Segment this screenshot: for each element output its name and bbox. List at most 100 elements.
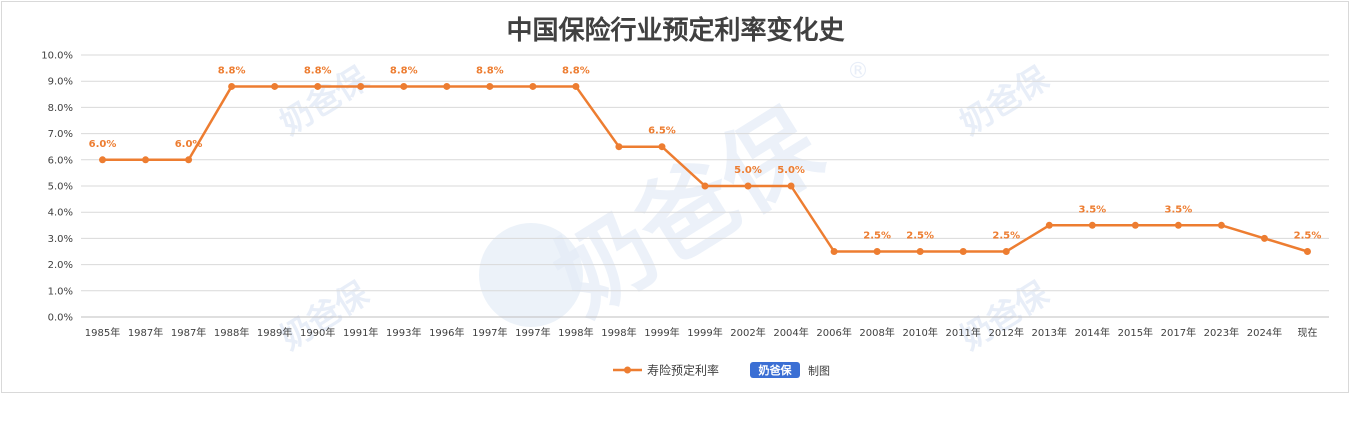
x-tick-label: 2023年 [1204, 326, 1239, 339]
data-point [1045, 221, 1053, 229]
data-point [142, 156, 150, 164]
data-label: 2.5% [992, 231, 1020, 242]
data-point [314, 82, 322, 90]
y-tick-label: 3.0% [48, 234, 73, 245]
data-point [1131, 221, 1139, 229]
legend-brand-badge [750, 362, 800, 378]
data-label: 8.8% [304, 65, 332, 76]
data-point [1088, 221, 1096, 229]
data-point [873, 248, 881, 255]
data-point [787, 182, 795, 190]
data-point [529, 82, 537, 90]
data-label: 8.8% [218, 65, 246, 76]
y-tick-label: 6.0% [48, 155, 73, 166]
data-label: 5.0% [734, 165, 762, 176]
chart-title: 中国保险行业预定利率变化史 [506, 16, 845, 46]
data-point [99, 156, 107, 164]
watermark-brand-small: 奶爸保 [953, 59, 1055, 143]
x-tick-label: 1993年 [386, 326, 421, 339]
x-tick-label: 1997年 [472, 326, 507, 339]
watermark-logo-circle [479, 223, 583, 327]
data-point [615, 143, 623, 151]
data-label: 6.0% [175, 139, 203, 150]
x-tick-label: 2012年 [989, 326, 1024, 339]
y-tick-label: 0.0% [48, 313, 73, 324]
gridlines [81, 54, 1329, 318]
x-tick-label: 1985年 [85, 326, 120, 339]
x-tick-label: 1988年 [214, 326, 249, 339]
data-label: 3.5% [1165, 204, 1193, 215]
y-tick-label: 5.0% [48, 182, 73, 193]
data-point [400, 82, 408, 90]
x-tick-label: 现在 [1297, 327, 1317, 339]
data-label: 2.5% [1294, 231, 1322, 242]
x-tick-label: 2011年 [945, 326, 980, 339]
data-point [1217, 221, 1225, 229]
x-tick-label: 1996年 [429, 326, 464, 339]
x-tick-label: 1990年 [300, 326, 335, 339]
data-point [1303, 248, 1311, 255]
x-tick-label: 1999年 [644, 326, 679, 339]
data-labels: 6.0% 6.0% 8.8% 8.8% 8.8% 8.8% 8.8% 6.5% 5.0% 5.0%… [89, 65, 1322, 241]
x-tick-label: 2002年 [730, 326, 765, 339]
x-axis: 1985年 1987年 1987年 1988年 1989年 1990年 1991年 1993年… [85, 326, 1318, 339]
legend-brand-text: 奶爸保 [759, 363, 793, 377]
legend-brand-suffix: 制图 [808, 365, 830, 378]
y-tick-label: 4.0% [48, 208, 73, 219]
data-label: 2.5% [906, 231, 934, 242]
data-label: 6.0% [89, 139, 117, 150]
y-tick-label: 10.0% [41, 51, 73, 62]
data-point [185, 156, 193, 164]
legend-label: 寿险预定利率 [647, 363, 719, 378]
legend: 寿险预定利率 奶爸保 制图 [613, 362, 830, 378]
data-point [916, 248, 924, 255]
x-tick-label: 2010年 [902, 326, 937, 339]
data-label: 2.5% [863, 231, 891, 242]
watermark-brand-small: 奶爸保 [953, 274, 1055, 358]
x-tick-label: 1998年 [601, 326, 636, 339]
y-tick-label: 8.0% [48, 103, 73, 114]
watermark-registered-mark: ® [847, 59, 869, 84]
chart-frame [1, 1, 1349, 393]
x-tick-label: 1989年 [257, 326, 292, 339]
data-point [443, 82, 451, 90]
data-point [1174, 221, 1182, 229]
data-point [830, 248, 838, 255]
x-tick-label: 2013年 [1032, 326, 1067, 339]
x-tick-label: 1997年 [515, 326, 550, 339]
watermark-brand-small: 奶爸保 [273, 274, 375, 358]
data-label: 5.0% [777, 165, 805, 176]
x-tick-label: 2024年 [1247, 326, 1282, 339]
data-point [1002, 248, 1010, 255]
x-tick-label: 2004年 [773, 326, 808, 339]
data-label: 6.5% [648, 126, 676, 137]
legend-swatch-marker [624, 366, 631, 374]
data-point [959, 248, 967, 255]
data-label: 8.8% [562, 65, 590, 76]
x-tick-label: 1998年 [558, 326, 593, 339]
x-tick-label: 2015年 [1118, 326, 1153, 339]
y-axis: 0.0% 1.0% 2.0% 3.0% 4.0% 5.0% 6.0% 7.0% 8.0% 9.0%… [41, 51, 73, 324]
x-tick-label: 2008年 [859, 326, 894, 339]
data-label: 3.5% [1078, 204, 1106, 215]
x-tick-label: 2017年 [1161, 326, 1196, 339]
y-tick-label: 1.0% [48, 286, 73, 297]
y-tick-label: 2.0% [48, 260, 73, 271]
x-tick-label: 1987年 [171, 326, 206, 339]
x-tick-label: 1987年 [128, 326, 163, 339]
y-tick-label: 9.0% [48, 77, 73, 88]
data-point [357, 82, 365, 90]
x-tick-label: 1991年 [343, 326, 378, 339]
y-tick-label: 7.0% [48, 129, 73, 140]
x-tick-label: 1999年 [687, 326, 722, 339]
x-tick-label: 2014年 [1075, 326, 1110, 339]
data-point [271, 82, 279, 90]
data-label: 8.8% [476, 65, 504, 76]
data-point [1260, 234, 1268, 242]
data-point [658, 143, 666, 151]
x-tick-label: 2006年 [816, 326, 851, 339]
data-point [228, 82, 236, 90]
data-point [486, 82, 494, 90]
